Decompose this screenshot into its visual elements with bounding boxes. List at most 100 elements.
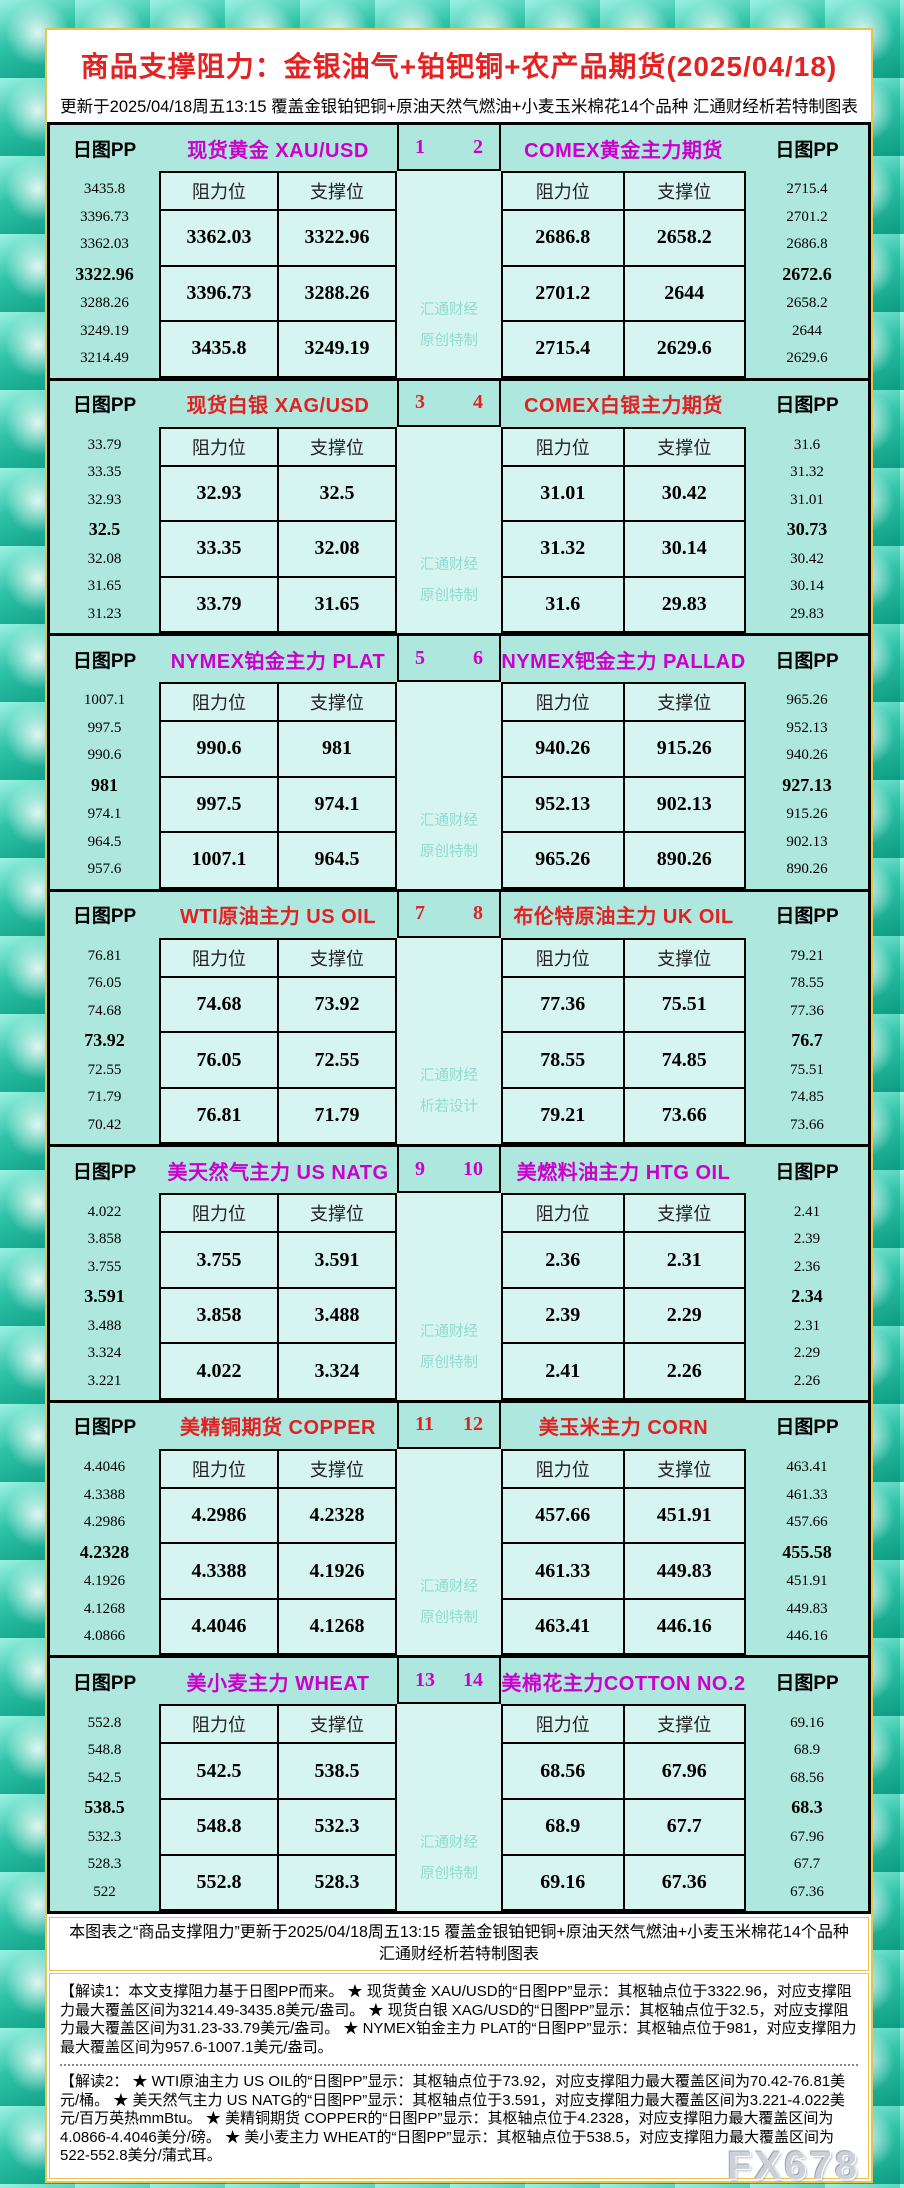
pp-levels-column: 463.41 461.33 457.66 455.58 451.91 449.83 446.…: [746, 1448, 868, 1656]
pp-pivot-value: 2672.6: [782, 263, 832, 284]
pp-pivot-value: 455.58: [782, 1541, 832, 1562]
support-value: 528.3: [277, 1853, 397, 1912]
pp-level-value: 32.08: [87, 550, 122, 567]
pp-level-value: 31.6: [793, 436, 821, 453]
pp-pivot-value: 927.13: [782, 774, 832, 795]
pair-number: 1: [415, 135, 425, 158]
instrument-title: 美棉花主力COTTON NO.2: [501, 1658, 746, 1705]
rs-table: 阻力位 支撑位 940.26 915.26 952.13 902.13 965.26 890.…: [501, 682, 746, 889]
resistance-value: 77.36: [501, 975, 625, 1034]
resistance-value: 2686.8: [501, 209, 625, 267]
resistance-value: 31.01: [501, 464, 625, 523]
pp-level-value: 2.29: [793, 1345, 821, 1362]
support-value: 890.26: [622, 831, 746, 889]
pp-level-value: 32.93: [87, 491, 122, 508]
pp-level-value: 3.488: [87, 1317, 122, 1334]
support-value: 32.5: [277, 464, 397, 523]
pp-levels-column: 1007.1 997.5 990.6 981 974.1 964.5 957.6: [50, 682, 159, 889]
resistance-header: 阻力位: [501, 937, 625, 978]
rs-table: 阻力位 支撑位 990.6 981 997.5 974.1 1007.1 964.5: [159, 682, 397, 889]
pp-level-value: 3214.49: [80, 350, 129, 367]
table-row: 2701.2 2644: [501, 264, 746, 323]
support-value: 4.1926: [277, 1542, 397, 1600]
pp-level-value: 964.5: [87, 833, 122, 850]
pp-level-value: 2629.6: [786, 350, 828, 367]
pp-level-value: 2.26: [793, 1372, 821, 1389]
table-row: 1007.1 964.5: [159, 831, 397, 889]
pp-pivot-value: 981: [91, 774, 118, 795]
pp-pivot-value: 3322.96: [75, 263, 134, 284]
rs-table: 阻力位 支撑位 3362.03 3322.96 3396.73 3288.26 3435.8…: [159, 171, 397, 378]
resistance-value: 552.8: [159, 1853, 279, 1912]
support-value: 974.1: [277, 775, 397, 834]
notes-panel: 【解读1：本文支撑阻力基于日图PP而来。 ★ 现货黄金 XAU/USD的“日图P…: [49, 1973, 869, 2188]
fx678-watermark: FX678: [727, 2144, 860, 2188]
instrument-title: 美小麦主力 WHEAT: [159, 1658, 397, 1705]
pp-level-value: 2644: [792, 322, 822, 339]
support-value: 75.51: [622, 975, 746, 1034]
watermark-line: 原创特制: [420, 332, 478, 349]
pp-level-value: 522: [93, 1883, 116, 1900]
pp-level-value: 67.36: [790, 1883, 824, 1900]
pp-level-value: 2658.2: [786, 295, 828, 312]
pp-level-value: 3249.19: [80, 322, 129, 339]
resistance-header: 阻力位: [159, 682, 279, 723]
table-row: 77.36 75.51: [501, 975, 746, 1034]
pp-levels-column: 33.79 33.35 32.93 32.5 32.08 31.65 31.23: [50, 426, 159, 634]
note-2: 【解读2： ★ WTI原油主力 US OIL的“日图PP”显示：其枢轴点位于73…: [60, 2073, 846, 2164]
support-header: 支撑位: [277, 426, 397, 467]
resistance-value: 3.858: [159, 1286, 279, 1345]
instrument-title: 现货白银 XAG/USD: [159, 380, 397, 427]
pp-level-value: 29.83: [790, 605, 824, 622]
table-row: 2715.4 2629.6: [501, 320, 746, 378]
resistance-value: 4.4046: [159, 1597, 279, 1656]
resistance-value: 2715.4: [501, 320, 625, 378]
support-value: 3.488: [277, 1286, 397, 1345]
pp-level-value: 457.66: [786, 1514, 828, 1531]
pp-header-label: 日图PP: [746, 380, 868, 427]
pp-level-value: 4.1926: [83, 1573, 126, 1590]
pp-level-value: 461.33: [786, 1486, 828, 1503]
pp-level-value: 446.16: [786, 1628, 828, 1645]
support-value: 3322.96: [277, 209, 397, 267]
table-row: 552.8 528.3: [159, 1853, 397, 1912]
resistance-value: 4.3388: [159, 1542, 279, 1600]
support-value: 4.1268: [277, 1597, 397, 1656]
pp-level-value: 449.83: [786, 1600, 828, 1617]
resistance-value: 31.6: [501, 575, 625, 634]
pp-level-value: 2715.4: [786, 181, 828, 198]
support-header: 支撑位: [277, 1704, 397, 1745]
pp-header-label: 日图PP: [746, 1658, 868, 1705]
resistance-value: 997.5: [159, 775, 279, 834]
table-row: 74.68 73.92: [159, 975, 397, 1034]
update-subtitle: 更新于2025/04/18周五13:15 覆盖金银铂钯铜+原油天然气燃油+小麦玉…: [60, 98, 858, 116]
instrument-title: 美天然气主力 US NATG: [159, 1147, 397, 1194]
table-row: 3362.03 3322.96: [159, 209, 397, 267]
resistance-value: 1007.1: [159, 831, 279, 889]
pp-levels-column: 552.8 548.8 542.5 538.5 532.3 528.3 522: [50, 1704, 159, 1912]
pp-level-value: 2.31: [793, 1317, 821, 1334]
pp-level-value: 77.36: [790, 1002, 824, 1019]
table-row: 33.35 32.08: [159, 520, 397, 578]
pp-header-label: 日图PP: [50, 1658, 159, 1705]
instrument-title: COMEX白银主力期货: [501, 380, 746, 427]
pair-number: 6: [473, 646, 483, 669]
resistance-value: 952.13: [501, 775, 625, 834]
pivot-table: 日图PP 现货黄金 XAU/USD 1 2 COMEX黄金主力期货 日图PP 3435.8 3…: [47, 122, 871, 1914]
table-row: 4.022 3.324: [159, 1342, 397, 1400]
table-row: 3396.73 3288.26: [159, 264, 397, 323]
pp-level-value: 30.42: [790, 550, 824, 567]
pp-level-value: 552.8: [87, 1714, 122, 1731]
table-row: 4.4046 4.1268: [159, 1597, 397, 1656]
table-row: 2.36 2.31: [501, 1231, 746, 1289]
pp-level-value: 67.7: [793, 1856, 821, 1873]
pp-level-value: 957.6: [87, 861, 122, 878]
pp-level-value: 71.79: [87, 1089, 122, 1106]
support-value: 538.5: [277, 1742, 397, 1800]
pp-levels-column: 76.81 76.05 74.68 73.92 72.55 71.79 70.42: [50, 937, 159, 1145]
table-row: 32.93 32.5: [159, 464, 397, 523]
table-row: 940.26 915.26: [501, 720, 746, 778]
pair-number: 12: [463, 1413, 483, 1436]
resistance-header: 阻力位: [159, 937, 279, 978]
